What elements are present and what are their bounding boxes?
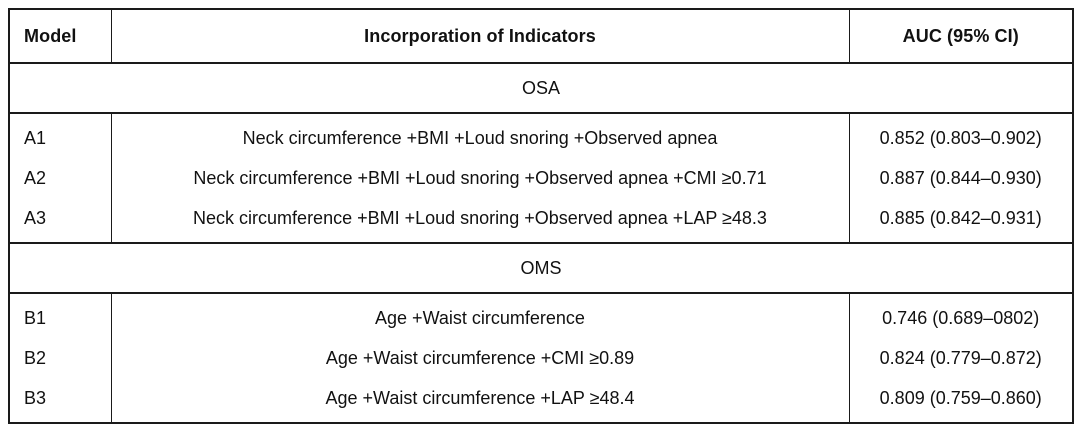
col-header-model: Model [8, 8, 112, 64]
auc-value: 0.887 (0.844–0.930) [879, 168, 1042, 188]
model-label: B1 [24, 308, 47, 328]
oms-block-row: B1 B2 B3 Age +Waist circumference Age +W… [8, 292, 1074, 424]
col-header-auc: AUC (95% CI) [848, 8, 1074, 64]
osa-indicators-cell: Neck circumference +BMI +Loud snoring +O… [110, 112, 850, 244]
col-header-indicators: Incorporation of Indicators [110, 8, 850, 64]
model-label: A2 [24, 168, 47, 188]
oms-auc-cell: 0.746 (0.689–0802) 0.824 (0.779–0.872) 0… [848, 292, 1074, 424]
auc-value: 0.885 (0.842–0.931) [879, 208, 1042, 228]
osa-model-cell: A1 A2 A3 [8, 112, 112, 244]
indicators-value: Age +Waist circumference [375, 308, 585, 328]
auc-value: 0.852 (0.803–0.902) [879, 128, 1042, 148]
auc-value: 0.824 (0.779–0.872) [879, 348, 1042, 368]
indicators-value: Neck circumference +BMI +Loud snoring +O… [242, 128, 718, 148]
header-row: Model Incorporation of Indicators AUC (9… [8, 8, 1074, 64]
osa-auc-cell: 0.852 (0.803–0.902) 0.887 (0.844–0.930) … [848, 112, 1074, 244]
section-label-osa: OSA [8, 62, 1074, 114]
oms-indicators-cell: Age +Waist circumference Age +Waist circ… [110, 292, 850, 424]
model-label: B2 [24, 348, 47, 368]
oms-model-cell: B1 B2 B3 [8, 292, 112, 424]
auc-value: 0.809 (0.759–0.860) [879, 388, 1042, 408]
auc-value: 0.746 (0.689–0802) [882, 308, 1040, 328]
section-row-osa: OSA [8, 62, 1074, 114]
osa-block-row: A1 A2 A3 Neck circumference +BMI +Loud s… [8, 112, 1074, 244]
section-label-oms: OMS [8, 242, 1074, 294]
model-label: A1 [24, 128, 47, 148]
auc-results-table: Model Incorporation of Indicators AUC (9… [8, 8, 1074, 424]
indicators-value: Age +Waist circumference +CMI ≥0.89 [325, 348, 635, 368]
model-label: A3 [24, 208, 47, 228]
section-row-oms: OMS [8, 242, 1074, 294]
indicators-value: Neck circumference +BMI +Loud snoring +O… [193, 168, 767, 188]
indicators-value: Neck circumference +BMI +Loud snoring +O… [193, 208, 767, 228]
indicators-value: Age +Waist circumference +LAP ≥48.4 [325, 388, 635, 408]
model-label: B3 [24, 388, 47, 408]
